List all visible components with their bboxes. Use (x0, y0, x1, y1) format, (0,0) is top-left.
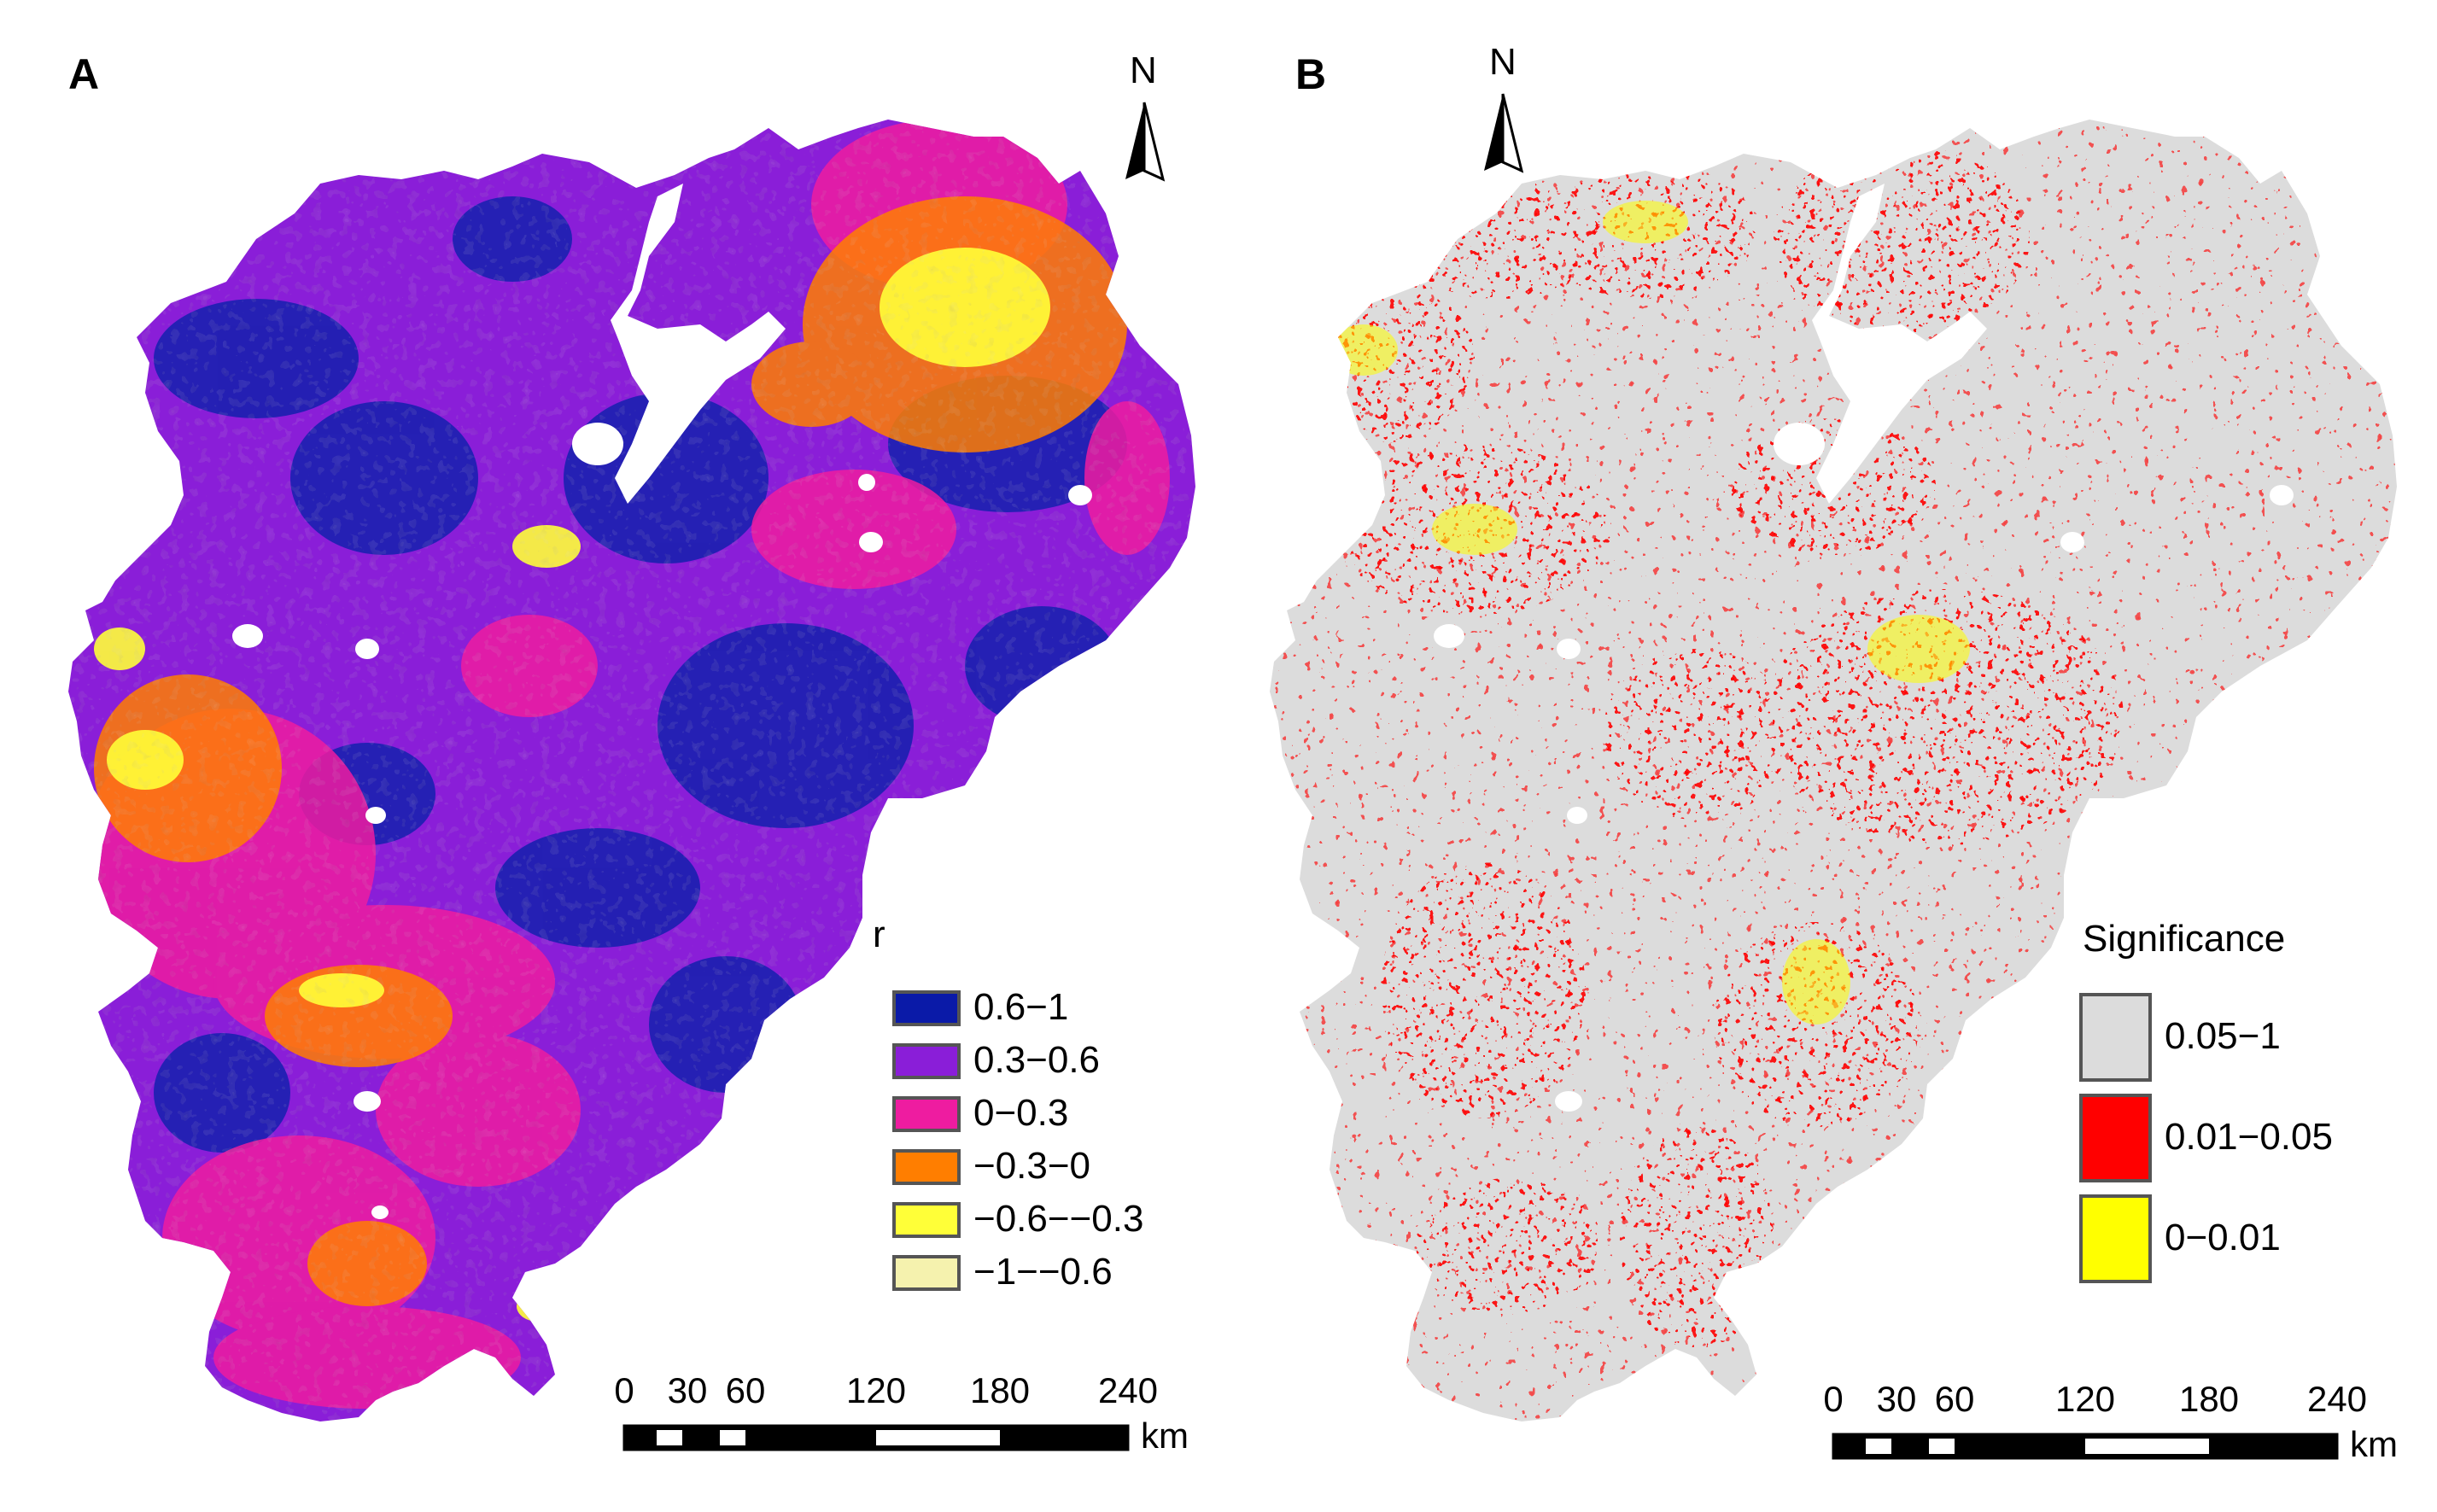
scale-tick-label: 60 (1934, 1379, 1975, 1419)
legend-label: 0.05−1 (2165, 1015, 2281, 1057)
north-arrow-b (1484, 93, 1524, 173)
legend-label: 0.6−1 (973, 986, 1069, 1028)
scale-tick-label: 60 (725, 1370, 766, 1410)
legend-swatch (892, 1043, 961, 1079)
legend-swatch (892, 990, 961, 1026)
map-b-graphic (1270, 93, 2397, 1460)
scale-unit-a: km (1141, 1416, 1189, 1456)
scale-tick-label: 240 (2306, 1379, 2368, 1419)
legend-swatch (2079, 1094, 2152, 1182)
legend-label: 0−0.01 (2165, 1217, 2281, 1258)
legend-swatch (892, 1255, 961, 1291)
north-label-a: N (1130, 50, 1157, 91)
legend-label: 0.01−0.05 (2165, 1116, 2333, 1158)
legend-label: −1−−0.6 (973, 1251, 1113, 1293)
legend-label: 0−0.3 (973, 1092, 1069, 1134)
legend-title-a: r (873, 914, 885, 955)
panel-a: A N r 0.6−1 0.3−0.6 0−0.3 −0.3−0 −0.6−−0.3 −1… (0, 0, 1218, 1512)
legend-swatch (892, 1149, 961, 1185)
legend-swatch (2079, 1194, 2152, 1283)
map-a-graphic (68, 102, 1195, 1451)
legend-swatch (892, 1096, 961, 1132)
north-arrow-a (1125, 102, 1166, 182)
legend-title-b: Significance (2083, 918, 2286, 960)
scale-tick-label: 240 (1097, 1370, 1159, 1410)
scale-tick-label: 30 (667, 1370, 708, 1410)
legend-label: 0.3−0.6 (973, 1039, 1101, 1081)
scale-tick-label: 30 (1876, 1379, 1917, 1419)
panel-label-a: A (68, 50, 100, 98)
scale-tick-label: 180 (969, 1370, 1031, 1410)
scale-tick-label: 120 (2054, 1379, 2116, 1419)
scale-unit-b: km (2350, 1424, 2398, 1464)
legend-label: −0.6−−0.3 (973, 1198, 1144, 1240)
scale-tick-label: 120 (845, 1370, 907, 1410)
panel-b: B N Significance 0.05−1 0.01−0.05 0−0.01 0… (1218, 0, 2437, 1512)
scale-tick-label: 0 (1823, 1379, 1844, 1419)
legend-swatch (892, 1202, 961, 1238)
legend-label: −0.3−0 (973, 1145, 1091, 1187)
panel-label-b: B (1295, 50, 1327, 98)
scale-bar-b (1832, 1433, 2339, 1460)
legend-swatch (2079, 993, 2152, 1082)
scale-bar-a (622, 1424, 1130, 1451)
north-label-b: N (1489, 41, 1517, 83)
scale-tick-label: 180 (2178, 1379, 2240, 1419)
scale-tick-label: 0 (614, 1370, 634, 1410)
